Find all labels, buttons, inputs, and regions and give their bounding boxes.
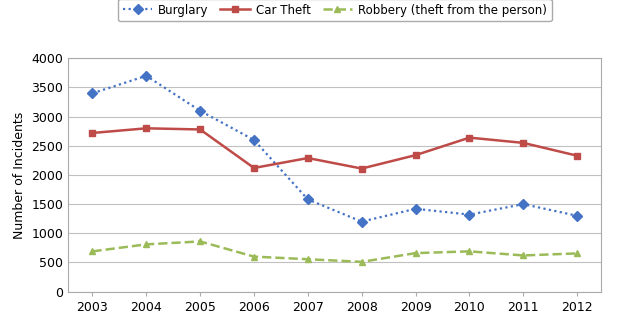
Y-axis label: Number of Incidents: Number of Incidents [13, 111, 26, 238]
Legend: Burglary, Car Theft, Robbery (theft from the person): Burglary, Car Theft, Robbery (theft from… [118, 0, 552, 21]
